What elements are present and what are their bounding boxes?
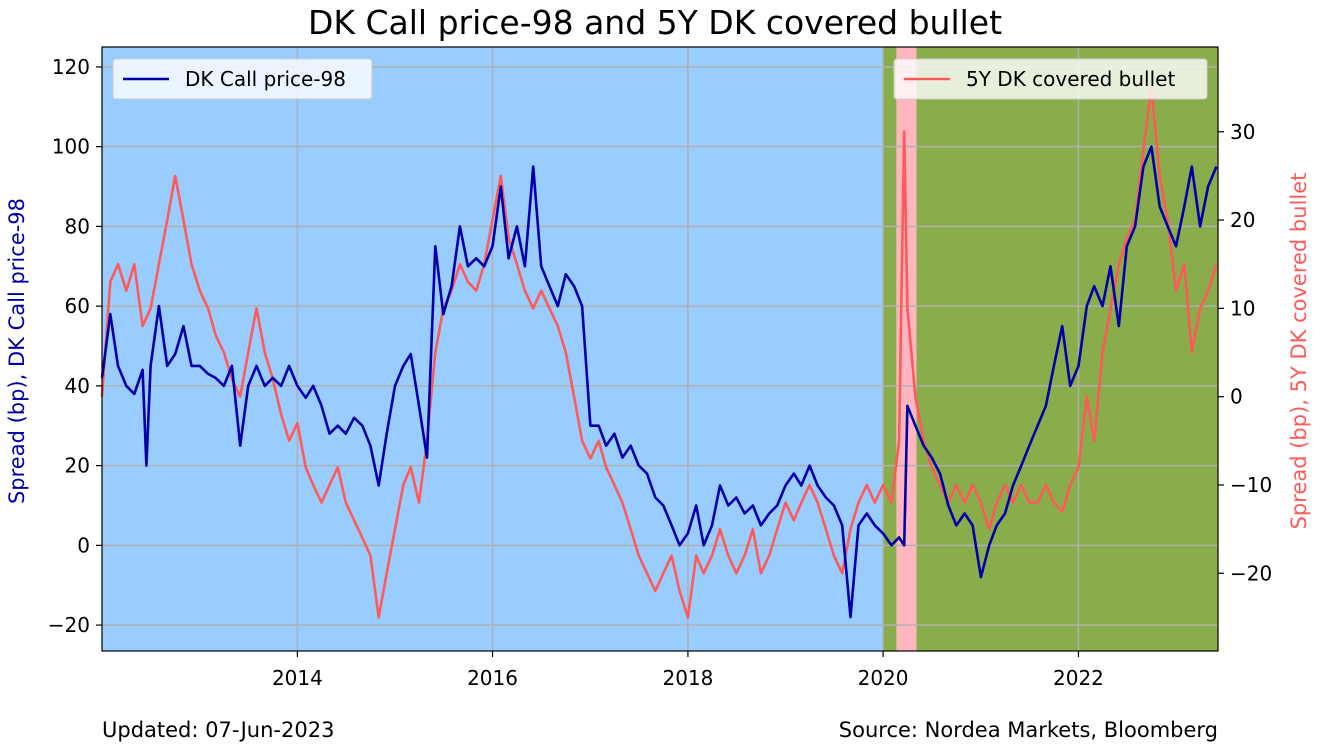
- left-axis-ticks: −20 0 20 40 60 80 100 120: [48, 55, 102, 637]
- left-axis-label: Spread (bp), DK Call price-98: [5, 198, 29, 504]
- legend-box: [112, 58, 373, 100]
- series-line-dk-call: [100, 145, 1218, 619]
- plot-frame: [101, 46, 1219, 652]
- left-tick-label: 40: [65, 374, 90, 398]
- right-tick-label: −10: [1230, 473, 1272, 497]
- regime-band: [896, 47, 917, 651]
- footer-updated: Updated: 07-Jun-2023: [102, 718, 334, 742]
- left-tick-label: 100: [52, 135, 90, 159]
- right-axis-label: Spread (bp), 5Y DK covered bullet: [1287, 173, 1311, 530]
- x-tick-label: 2022: [1053, 666, 1104, 690]
- right-tick-label: 20: [1230, 208, 1255, 232]
- regime-band: [883, 47, 897, 651]
- right-tick-label: −20: [1230, 561, 1272, 585]
- x-tick-label: 2018: [662, 666, 713, 690]
- regime-band: [916, 47, 1218, 651]
- left-tick-label: 60: [65, 294, 90, 318]
- legend-box: [893, 58, 1208, 100]
- chart-title: DK Call price-98 and 5Y DK covered bulle…: [308, 3, 1002, 42]
- right-tick-label: 10: [1230, 296, 1255, 320]
- x-tick-label: 2020: [858, 666, 909, 690]
- left-tick-label: 120: [52, 55, 90, 79]
- legend-label: DK Call price-98: [185, 67, 346, 91]
- regime-background: [102, 47, 1218, 651]
- series-line-5y-bullet: [100, 86, 1218, 619]
- footer-source: Source: Nordea Markets, Bloomberg: [839, 718, 1218, 742]
- legend-5y-bullet: 5Y DK covered bullet: [893, 58, 1208, 100]
- x-tick-label: 2014: [272, 666, 323, 690]
- right-tick-label: 0: [1230, 385, 1243, 409]
- legend-dk-call: DK Call price-98: [112, 58, 373, 100]
- right-axis-ticks: −20 −10 0 10 20 30: [1218, 120, 1272, 585]
- series-lines: [100, 86, 1218, 619]
- x-axis-ticks: 2014 2016 2018 2020 2022: [272, 651, 1104, 690]
- left-tick-label: 80: [65, 214, 90, 238]
- legend-label: 5Y DK covered bullet: [966, 67, 1175, 91]
- left-tick-label: 20: [65, 454, 90, 478]
- x-tick-label: 2016: [467, 666, 518, 690]
- left-tick-label: −20: [48, 613, 90, 637]
- left-tick-label: 0: [77, 533, 90, 557]
- right-tick-label: 30: [1230, 120, 1255, 144]
